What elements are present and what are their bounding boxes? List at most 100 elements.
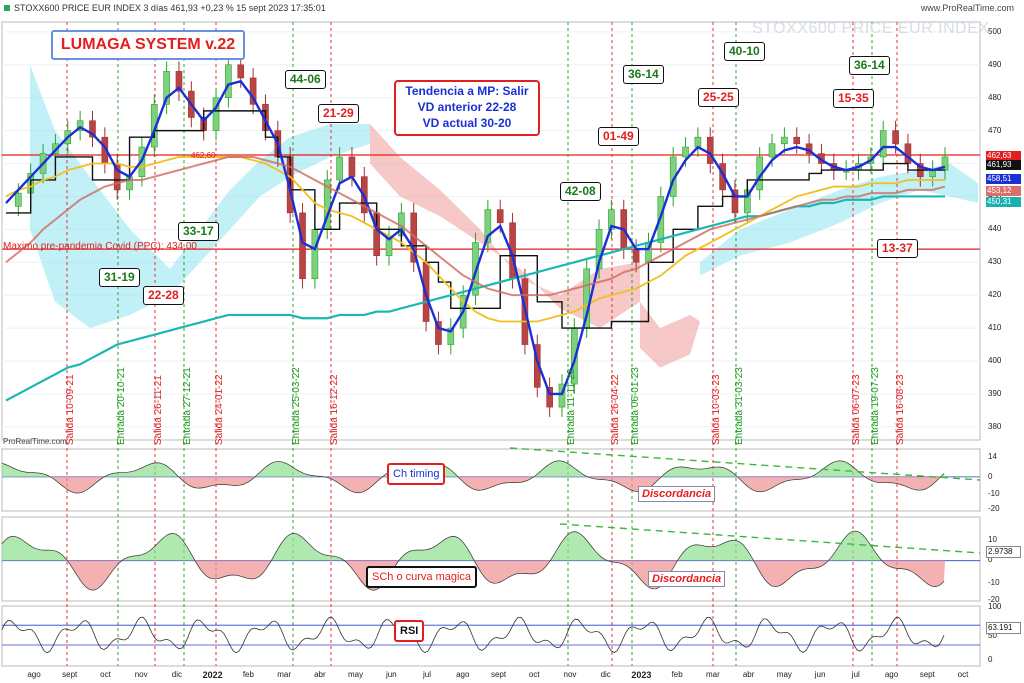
cloud-red-1 xyxy=(370,124,640,329)
signal-label: Entrada 31-03-23 xyxy=(734,367,745,445)
trend-line-3: VD actual 30-20 xyxy=(422,116,512,130)
price-panel xyxy=(1,21,981,441)
score-label: 13-37 xyxy=(877,239,918,258)
series-mm-lenta xyxy=(5,156,945,323)
candle xyxy=(781,136,788,145)
signal-label: Salida 26-11-21 xyxy=(153,375,164,445)
candle xyxy=(694,136,702,148)
x-tick-label: abr xyxy=(314,670,326,679)
signal-label: Salida 06-07-23 xyxy=(851,374,862,445)
cloud-blue-2 xyxy=(700,163,978,276)
kijun-line xyxy=(6,110,945,329)
ch-tick: -20 xyxy=(988,504,1000,513)
price-tick: 430 xyxy=(988,257,1002,267)
score-label: 21-29 xyxy=(318,104,359,123)
candle xyxy=(546,387,553,408)
site-link[interactable]: www.ProRealTime.com xyxy=(920,3,1014,13)
signal-label: Entrada 27-12-21 xyxy=(182,367,193,445)
candle xyxy=(237,64,245,79)
signal-label: Salida 16-08-23 xyxy=(895,374,906,445)
x-tick-label: jul xyxy=(423,670,432,679)
sch-tick: 10 xyxy=(988,535,997,544)
rsi-panel xyxy=(1,605,981,667)
x-tick-label: jun xyxy=(814,670,826,679)
x-tick-label: jul xyxy=(851,670,860,679)
rsi-tick: 100 xyxy=(988,602,1002,611)
rsi-tick: 0 xyxy=(988,655,993,664)
x-tick-label: oct xyxy=(100,670,111,679)
price-tick: 500 xyxy=(988,26,1002,36)
price-tick: 400 xyxy=(988,356,1002,365)
candle xyxy=(558,383,566,408)
signal-label: Salida 16-12-22 xyxy=(329,374,340,445)
trend-box: Tendencia a MP: Salir VD anterior 22-28 … xyxy=(394,80,540,136)
sch-tick: -20 xyxy=(988,595,1000,604)
score-label: 36-14 xyxy=(623,65,664,84)
price-tick: 410 xyxy=(988,323,1002,333)
signal-label: Salida 10-09-21 xyxy=(65,374,76,445)
rsi-line xyxy=(1,616,945,654)
candle xyxy=(595,229,603,270)
candle xyxy=(311,229,319,280)
price-tick: 380 xyxy=(988,421,1002,431)
sch-negative xyxy=(2,560,945,591)
price-badge: 461,93 xyxy=(986,160,1021,170)
sch-divergence-line xyxy=(559,523,981,554)
ch-divergence-line xyxy=(509,447,981,481)
candle xyxy=(904,143,912,164)
candle xyxy=(793,136,801,145)
x-tick-label: sept xyxy=(62,670,78,679)
signal-label: Entrada 25-03-22 xyxy=(291,367,302,445)
candle xyxy=(336,156,343,181)
price-badge: 462,63 xyxy=(986,151,1021,161)
score-label: 15-35 xyxy=(833,89,874,108)
score-label: 40-10 xyxy=(724,42,765,61)
sch-last: 2.9738 xyxy=(986,546,1021,558)
candle xyxy=(447,327,455,345)
candle xyxy=(435,321,442,345)
score-label: 22-28 xyxy=(143,286,184,305)
chart-title: STOXX600 PRICE EUR INDEX 3 días 461,93 +… xyxy=(14,3,326,13)
x-tick-label: nov xyxy=(563,670,577,679)
max-prepandemic-label: Maximo pre-pandemia Covid (PPC): 434,00 xyxy=(3,241,197,252)
candle xyxy=(249,77,257,105)
x-tick-label: may xyxy=(776,670,792,679)
sch-tick: 0 xyxy=(988,555,993,564)
ch-timing-line xyxy=(1,460,945,494)
ch-timing-tag: Ch timing xyxy=(387,463,446,485)
score-label: 25-25 xyxy=(698,88,739,107)
price-tick: 440 xyxy=(988,224,1002,234)
sch-tag: SCh o curva magica xyxy=(366,566,478,588)
score-label: 01-49 xyxy=(598,127,639,146)
ch-tick: 14 xyxy=(988,452,997,461)
instrument-icon xyxy=(4,5,10,11)
candle xyxy=(768,143,776,158)
discordancia-label-2: Discordancia xyxy=(648,571,726,587)
candle xyxy=(496,209,504,224)
cloud-red-2 xyxy=(640,301,700,368)
x-tick-label: oct xyxy=(957,670,969,679)
chart-header: STOXX600 PRICE EUR INDEX 3 días 461,93 +… xyxy=(4,3,326,13)
sch-positive xyxy=(2,531,945,561)
x-tick-label: feb xyxy=(242,670,254,679)
signal-label: Salida 26-04-22 xyxy=(610,374,621,445)
price-badge: 458,51 xyxy=(986,174,1021,184)
candle xyxy=(879,130,887,158)
x-tick-label: nov xyxy=(134,670,148,679)
series-mm-media xyxy=(5,155,946,297)
candle xyxy=(89,120,96,138)
signal-label: Entrada 19-07-23 xyxy=(870,367,881,445)
x-tick-label: ago xyxy=(27,670,41,679)
system-label: LUMAGA SYSTEM v.22 xyxy=(51,30,245,60)
signal-label: Salida 24-01-22 xyxy=(214,374,225,445)
candle xyxy=(632,248,640,263)
x-tick-label: sept xyxy=(490,670,507,679)
rsi-tag: RSI xyxy=(394,620,425,642)
sch-line xyxy=(1,530,945,591)
level-462-label: 462,60 xyxy=(191,151,216,160)
rsi-tick: 50 xyxy=(988,631,997,640)
candle xyxy=(892,130,899,145)
candle xyxy=(706,136,714,164)
x-tick-label: abr xyxy=(742,670,755,679)
